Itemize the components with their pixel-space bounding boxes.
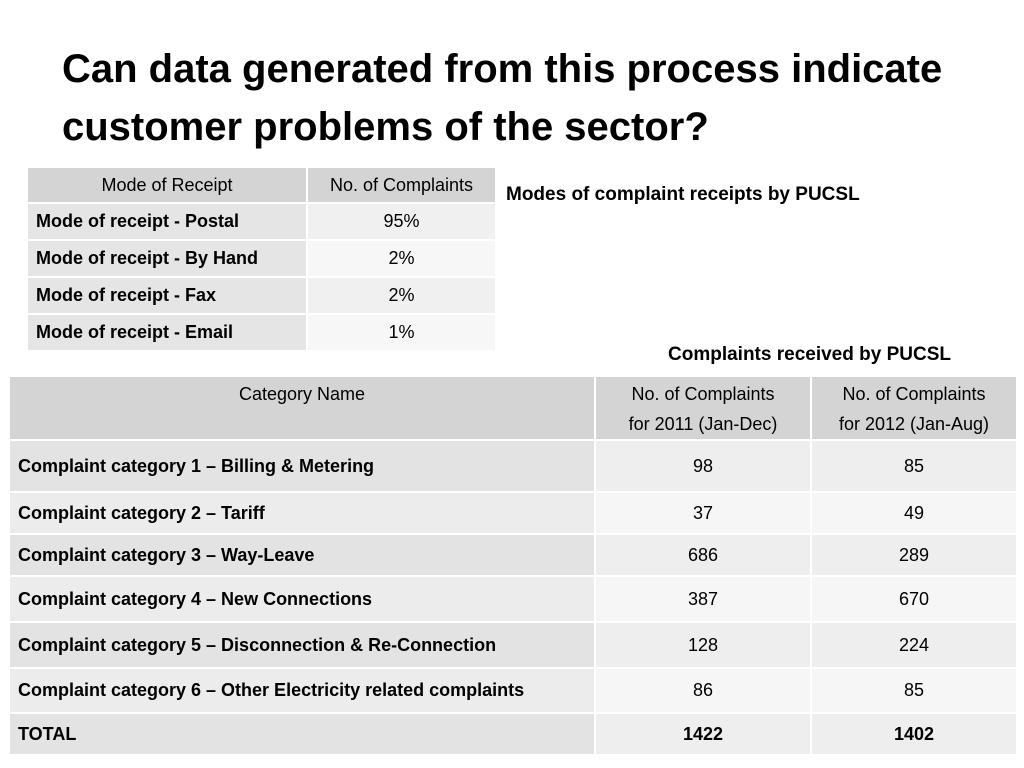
table-row: Complaint category 5 – Disconnection & R…	[8, 621, 1018, 669]
category-name: Complaint category 4 – New Connections	[8, 575, 596, 623]
receipts-caption: Modes of complaint receipts by PUCSL	[506, 184, 860, 205]
table-row: Complaint category 2 – Tariff 37 49	[8, 491, 1018, 535]
count-2011: 98	[594, 439, 812, 493]
table-row: Mode of receipt - Fax 2%	[26, 276, 497, 315]
total-2011: 1422	[594, 712, 812, 756]
table-row: Mode of receipt - Email 1%	[26, 313, 497, 352]
receipt-mode-value: 2%	[306, 276, 497, 315]
count-2012: 224	[810, 621, 1018, 669]
header-line: for 2011 (Jan-Dec)	[628, 414, 778, 434]
receipt-mode-label: Mode of receipt - Email	[26, 313, 308, 352]
table-row: Complaint category 1 – Billing & Meterin…	[8, 439, 1018, 493]
category-name: Complaint category 1 – Billing & Meterin…	[8, 439, 596, 493]
table-row: Mode of receipt - Postal 95%	[26, 202, 497, 241]
count-2011: 37	[594, 491, 812, 535]
count-2011: 686	[594, 533, 812, 577]
column-header-count: No. of Complaints	[306, 166, 497, 204]
receipt-mode-label: Mode of receipt - Postal	[26, 202, 308, 241]
column-header-2011: No. of Complaints for 2011 (Jan-Dec)	[594, 375, 812, 441]
count-2012: 85	[810, 667, 1018, 714]
table-header-row: Mode of Receipt No. of Complaints	[26, 166, 497, 204]
column-header-category: Category Name	[8, 375, 596, 441]
header-line: No. of Complaints	[842, 384, 986, 404]
receipt-mode-value: 2%	[306, 239, 497, 278]
count-2012: 289	[810, 533, 1018, 577]
count-2012: 85	[810, 439, 1018, 493]
receipt-mode-value: 95%	[306, 202, 497, 241]
count-2011: 86	[594, 667, 812, 714]
category-name: Complaint category 6 – Other Electricity…	[8, 667, 596, 714]
receipt-mode-label: Mode of receipt - Fax	[26, 276, 308, 315]
count-2012: 670	[810, 575, 1018, 623]
category-name: Complaint category 3 – Way-Leave	[8, 533, 596, 577]
table-row: Complaint category 4 – New Connections 3…	[8, 575, 1018, 623]
table-row: Complaint category 3 – Way-Leave 686 289	[8, 533, 1018, 577]
header-line: No. of Complaints	[631, 384, 775, 404]
count-2011: 387	[594, 575, 812, 623]
total-label: TOTAL	[8, 712, 596, 756]
column-header-2012: No. of Complaints for 2012 (Jan-Aug)	[810, 375, 1018, 441]
total-2012: 1402	[810, 712, 1018, 756]
category-name: Complaint category 2 – Tariff	[8, 491, 596, 535]
complaints-caption: Complaints received by PUCSL	[668, 344, 951, 365]
complaints-table: Category Name No. of Complaints for 2011…	[8, 375, 1018, 756]
receipt-mode-label: Mode of receipt - By Hand	[26, 239, 308, 278]
slide-title: Can data generated from this process ind…	[62, 47, 943, 149]
table-row: Complaint category 6 – Other Electricity…	[8, 667, 1018, 714]
receipt-mode-table: Mode of Receipt No. of Complaints Mode o…	[26, 166, 497, 352]
count-2012: 49	[810, 491, 1018, 535]
table-header-row: Category Name No. of Complaints for 2011…	[8, 375, 1018, 441]
total-row: TOTAL 1422 1402	[8, 712, 1018, 756]
category-name: Complaint category 5 – Disconnection & R…	[8, 621, 596, 669]
count-2011: 128	[594, 621, 812, 669]
table-row: Mode of receipt - By Hand 2%	[26, 239, 497, 278]
receipt-mode-value: 1%	[306, 313, 497, 352]
column-header-mode: Mode of Receipt	[26, 166, 308, 204]
header-line: for 2012 (Jan-Aug)	[838, 414, 990, 434]
